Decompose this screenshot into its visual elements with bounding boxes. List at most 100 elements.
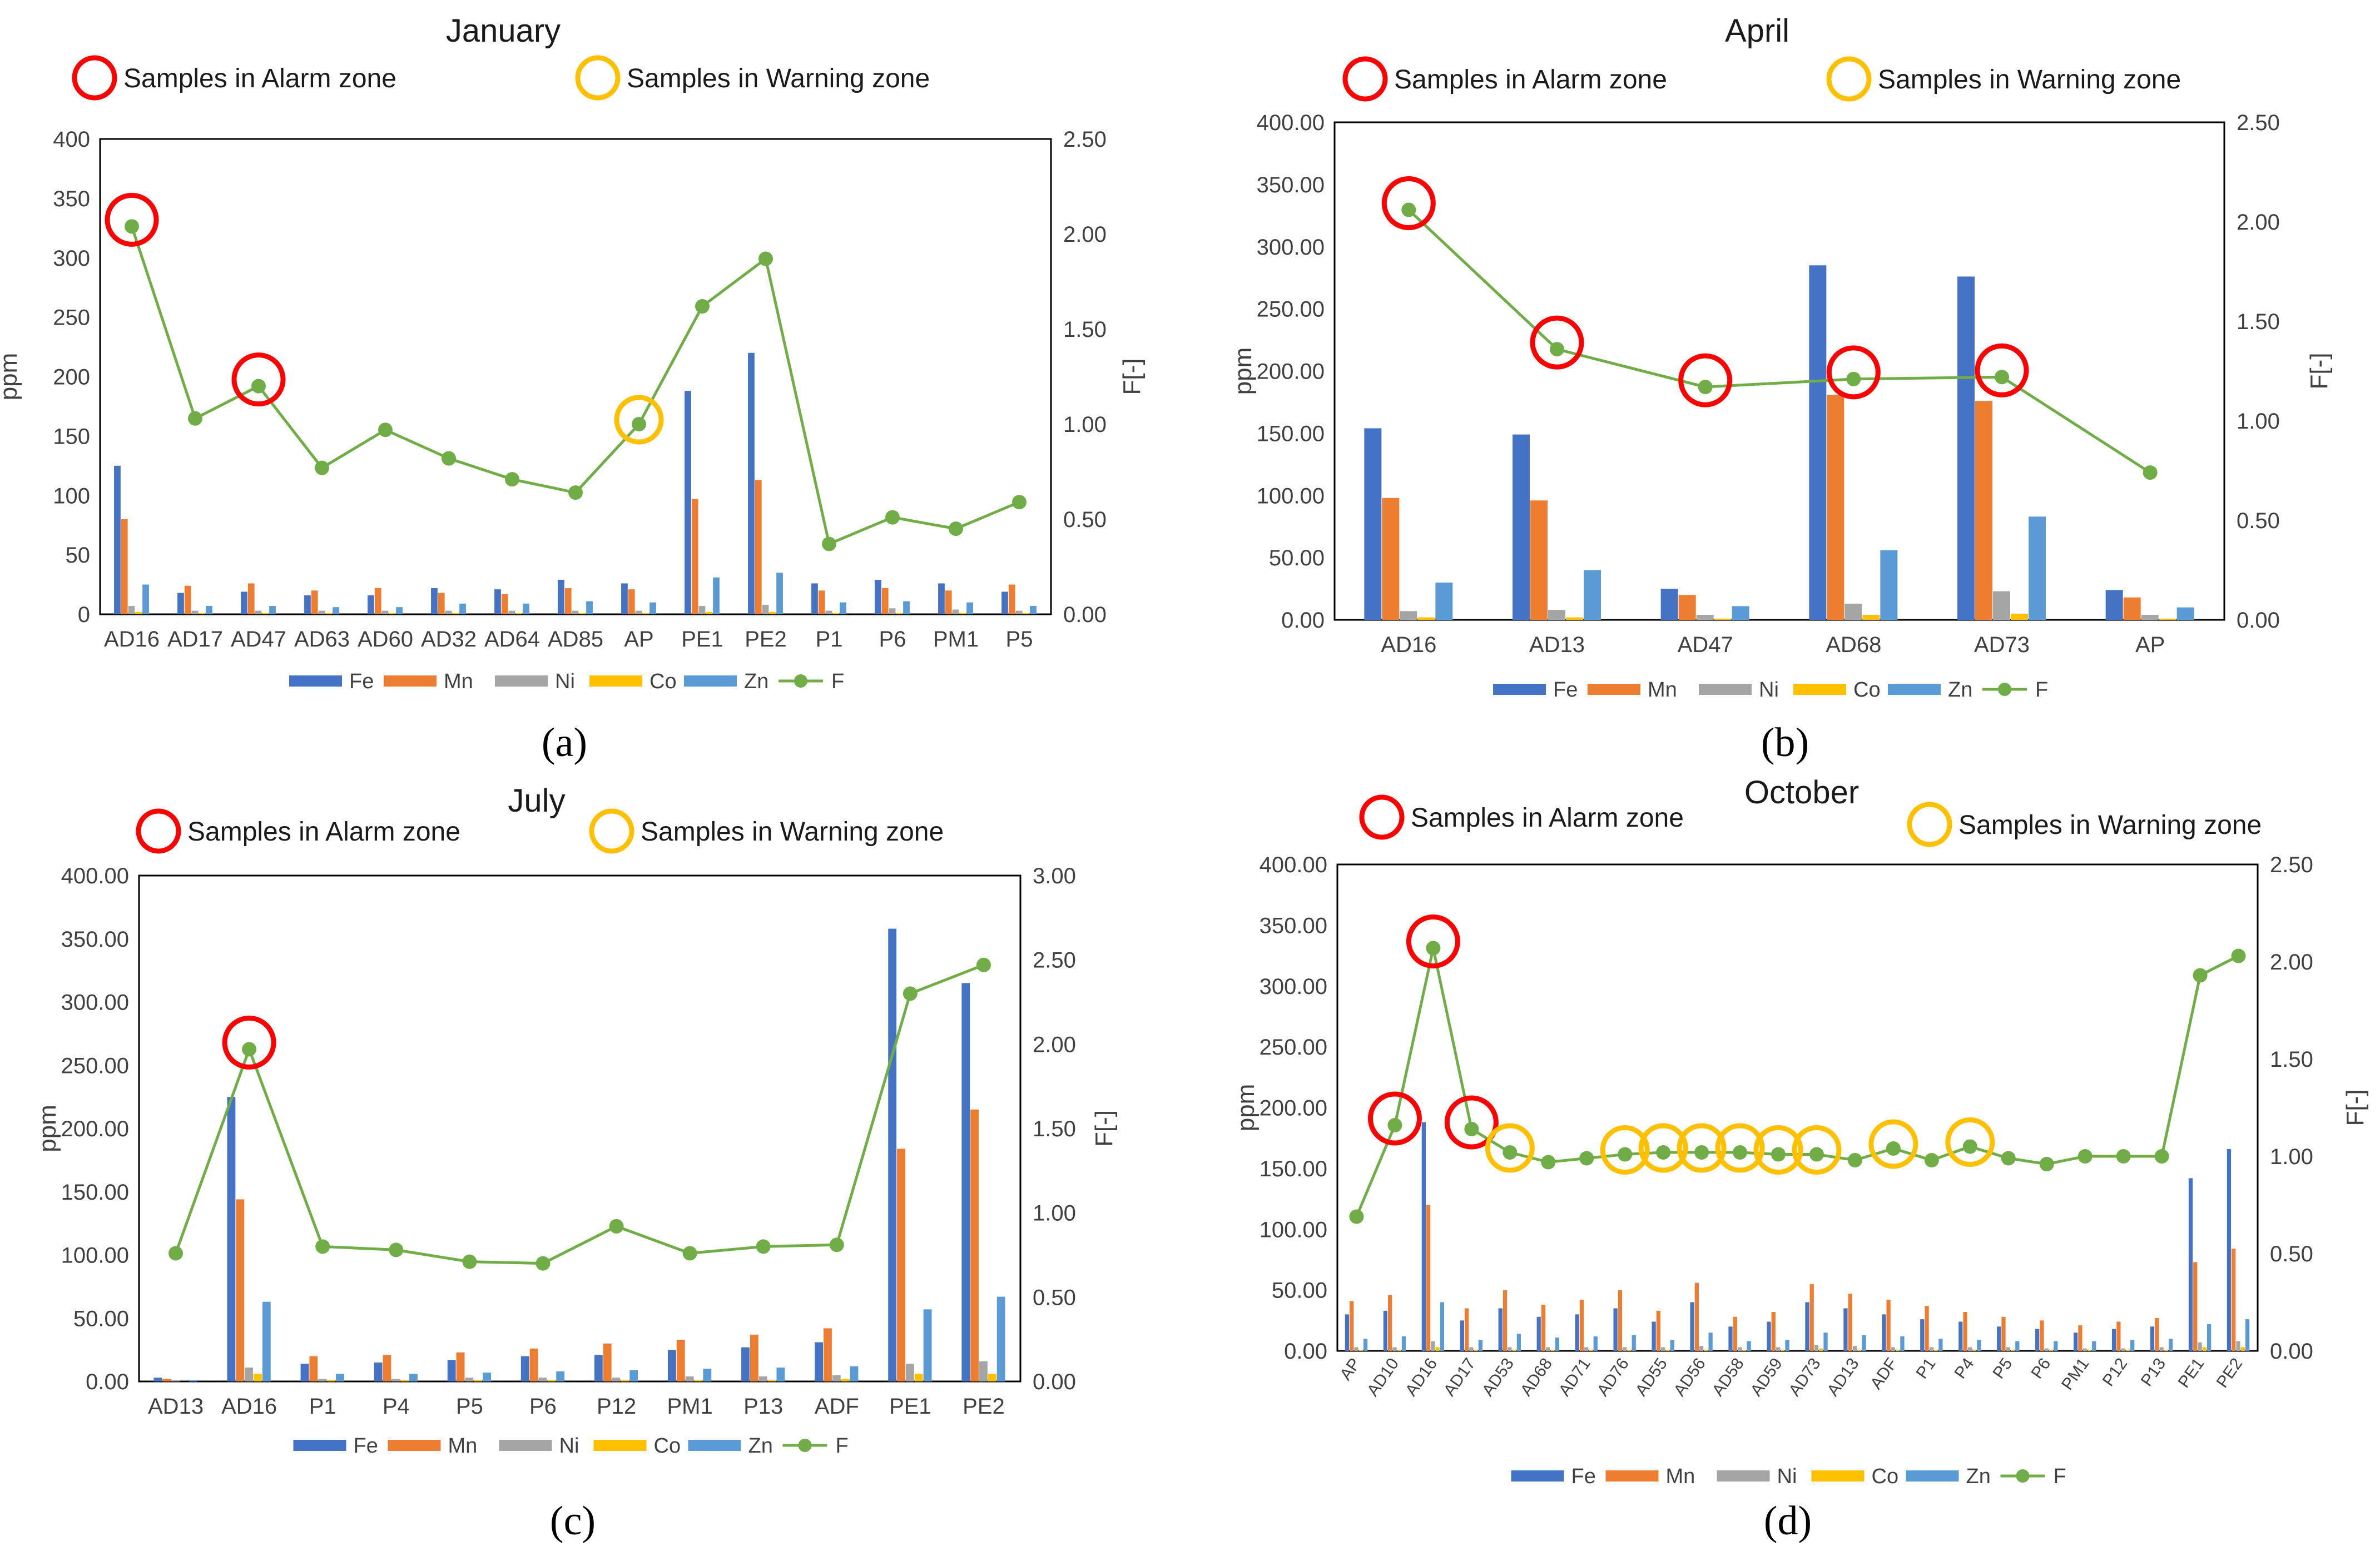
bar-zn — [409, 1374, 418, 1381]
bar-ni — [2159, 1347, 2164, 1351]
plot-area — [138, 874, 1022, 1383]
bar-ni — [2236, 1341, 2240, 1351]
bar-ni — [2198, 1342, 2202, 1351]
legend-swatch-mn — [1588, 684, 1640, 695]
bar-fe — [1001, 591, 1008, 614]
bar-mn — [1008, 584, 1015, 614]
f-point — [1771, 1147, 1786, 1162]
bar-ni — [381, 610, 389, 614]
bar-mn — [501, 594, 508, 614]
f-point — [442, 451, 456, 466]
bar-fe — [1920, 1319, 1925, 1351]
legend-label: Mn — [1648, 678, 1677, 702]
y-tick-label: 100 — [53, 484, 90, 508]
x-tick-label: AD60 — [358, 627, 413, 652]
bar-co — [327, 1380, 335, 1381]
x-tick-label: AD76 — [1594, 1355, 1633, 1399]
f-point — [758, 251, 773, 266]
bar-zn — [1785, 1340, 1789, 1351]
x-tick-label: PM1 — [2058, 1355, 2093, 1393]
legend-swatch-mn — [384, 675, 437, 687]
warning-marker — [1868, 1119, 1918, 1169]
legend-swatch-fe — [293, 1440, 346, 1451]
f-point — [1541, 1155, 1556, 1170]
bar-zn — [2092, 1341, 2096, 1351]
bar-mn — [603, 1343, 612, 1381]
x-tick-label: P6 — [2027, 1355, 2054, 1382]
bar-fe — [938, 583, 945, 614]
bar-ni — [685, 1376, 694, 1381]
bar-zn — [649, 602, 656, 614]
bar-fe — [1652, 1321, 1656, 1351]
bar-co — [2049, 1349, 2054, 1351]
bar-zn — [2207, 1324, 2212, 1351]
bar-fe — [1805, 1302, 1809, 1351]
chart-caption: (b) — [1761, 720, 1809, 765]
bar-ni — [2141, 615, 2159, 620]
bar-co — [2240, 1347, 2245, 1351]
legend-marker-f — [2016, 1469, 2030, 1483]
f-point — [462, 1254, 477, 1269]
legend-label: Mn — [448, 1434, 478, 1458]
y-tick-label: 400 — [53, 127, 90, 152]
alarm-marker — [1975, 343, 2029, 397]
bar-zn — [1880, 550, 1898, 620]
bar-co — [1474, 1349, 1478, 1351]
x-tick-label: AD55 — [1632, 1355, 1671, 1399]
alarm-marker — [1530, 315, 1584, 370]
y-axis-label: ppm — [0, 353, 22, 401]
alarm-key-circle — [72, 55, 117, 101]
bar-ni — [445, 610, 452, 614]
f-point — [1995, 370, 2009, 385]
bar-mn — [1925, 1306, 1929, 1351]
bar-zn — [556, 1371, 565, 1381]
bar-co — [1704, 1349, 1708, 1351]
bar-ni — [465, 1378, 474, 1381]
bar-mn — [1678, 595, 1696, 620]
bar-fe — [241, 591, 247, 614]
bar-zn — [586, 601, 593, 614]
bar-fe — [1613, 1308, 1618, 1351]
bar-co — [896, 613, 903, 614]
y2-axis-label: F[-] — [1090, 1110, 1118, 1147]
warning-key-circle — [1826, 56, 1872, 102]
warning-marker — [1945, 1117, 1995, 1167]
bar-mn — [755, 480, 762, 614]
bar-co — [988, 1374, 996, 1381]
x-tick-label: AD17 — [1440, 1355, 1479, 1399]
bar-mn — [1963, 1312, 1967, 1351]
f-point — [1656, 1145, 1671, 1160]
y-axis-label: ppm — [1229, 347, 1257, 395]
bar-co — [914, 1374, 923, 1381]
y2-axis-label: F[-] — [1118, 359, 1146, 395]
bar-zn — [1900, 1336, 1905, 1351]
f-point — [568, 485, 583, 500]
bar-fe — [2035, 1329, 2040, 1351]
bar-ni — [2121, 1348, 2125, 1351]
bar-zn — [996, 1296, 1005, 1381]
bar-fe — [1421, 1122, 1426, 1351]
bar-co — [1819, 1348, 1823, 1351]
bar-ni — [318, 1379, 327, 1381]
bar-co — [1933, 1349, 1938, 1351]
bar-co — [767, 1380, 776, 1381]
bar-fe — [1536, 1316, 1541, 1351]
bar-zn — [703, 1369, 712, 1381]
y-tick-label: 400.00 — [1257, 111, 1325, 135]
bar-mn — [676, 1339, 685, 1381]
bar-co — [135, 612, 142, 614]
x-tick-label: P12 — [2099, 1355, 2131, 1390]
legend-label: Ni — [1777, 1465, 1797, 1488]
bar-zn — [776, 573, 783, 614]
bar-mn — [2040, 1320, 2044, 1351]
bar-fe — [741, 1347, 750, 1381]
f-point — [829, 1237, 844, 1252]
bar-ni — [1891, 1347, 1896, 1351]
y2-tick-label: 2.00 — [2237, 210, 2280, 235]
plot-area — [1336, 863, 2259, 1352]
x-tick-label: AD32 — [421, 627, 477, 652]
bar-zn — [1862, 1335, 1866, 1351]
bar-zn — [1823, 1333, 1828, 1351]
bar-ni — [1584, 1347, 1589, 1351]
